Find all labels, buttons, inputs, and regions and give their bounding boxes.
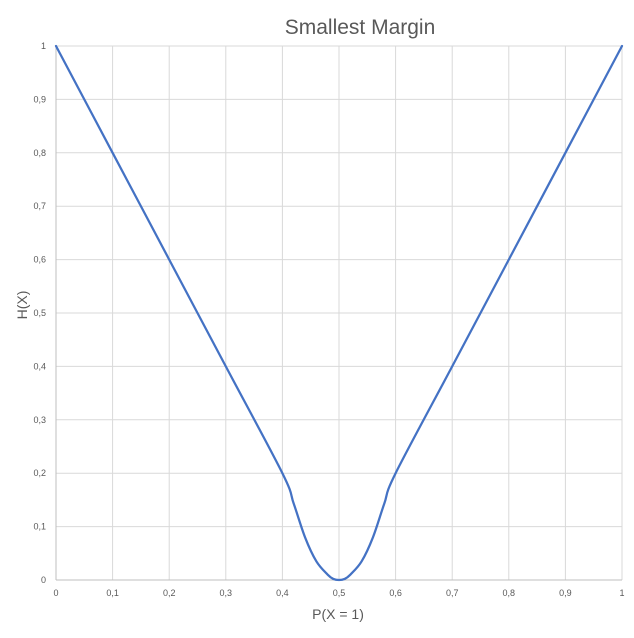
y-tick-label: 0,1 [33, 522, 46, 532]
y-tick-label: 0,5 [33, 308, 46, 318]
y-axis-title: H(X) [14, 291, 30, 320]
series-line [54, 44, 624, 582]
x-tick-label: 0,9 [559, 588, 572, 598]
y-tick-labels: 0 0,1 0,2 0,3 0,4 0,5 0,6 0,7 0,8 0,9 1 [33, 41, 46, 585]
x-tick-label: 0,1 [106, 588, 119, 598]
x-tick-label: 0,8 [503, 588, 516, 598]
chart-title: Smallest Margin [285, 16, 436, 39]
y-tick-label: 0,7 [33, 201, 46, 211]
y-tick-label: 0,3 [33, 415, 46, 425]
x-tick-labels: 0 0,1 0,2 0,3 0,4 0,5 0,6 0,7 0,8 0,9 1 [53, 588, 624, 598]
y-tick-label: 1 [41, 41, 46, 51]
y-tick-label: 0 [41, 575, 46, 585]
series-group [54, 44, 624, 582]
y-tick-label: 0,6 [33, 255, 46, 265]
x-axis-title: P(X = 1) [312, 606, 364, 622]
y-tick-label: 0,4 [33, 361, 46, 371]
y-tick-label: 0,9 [33, 94, 46, 104]
gridlines [56, 45, 623, 580]
y-tick-label: 0,8 [33, 148, 46, 158]
y-tick-label: 0,2 [33, 468, 46, 478]
x-tick-label: 0,6 [389, 588, 402, 598]
x-tick-label: 0,2 [163, 588, 176, 598]
x-tick-label: 0,7 [446, 588, 459, 598]
x-tick-label: 0,4 [276, 588, 289, 598]
x-tick-label: 0 [53, 588, 58, 598]
x-tick-label: 0,3 [220, 588, 233, 598]
x-tick-label: 1 [619, 588, 624, 598]
x-tick-label: 0,5 [333, 588, 346, 598]
